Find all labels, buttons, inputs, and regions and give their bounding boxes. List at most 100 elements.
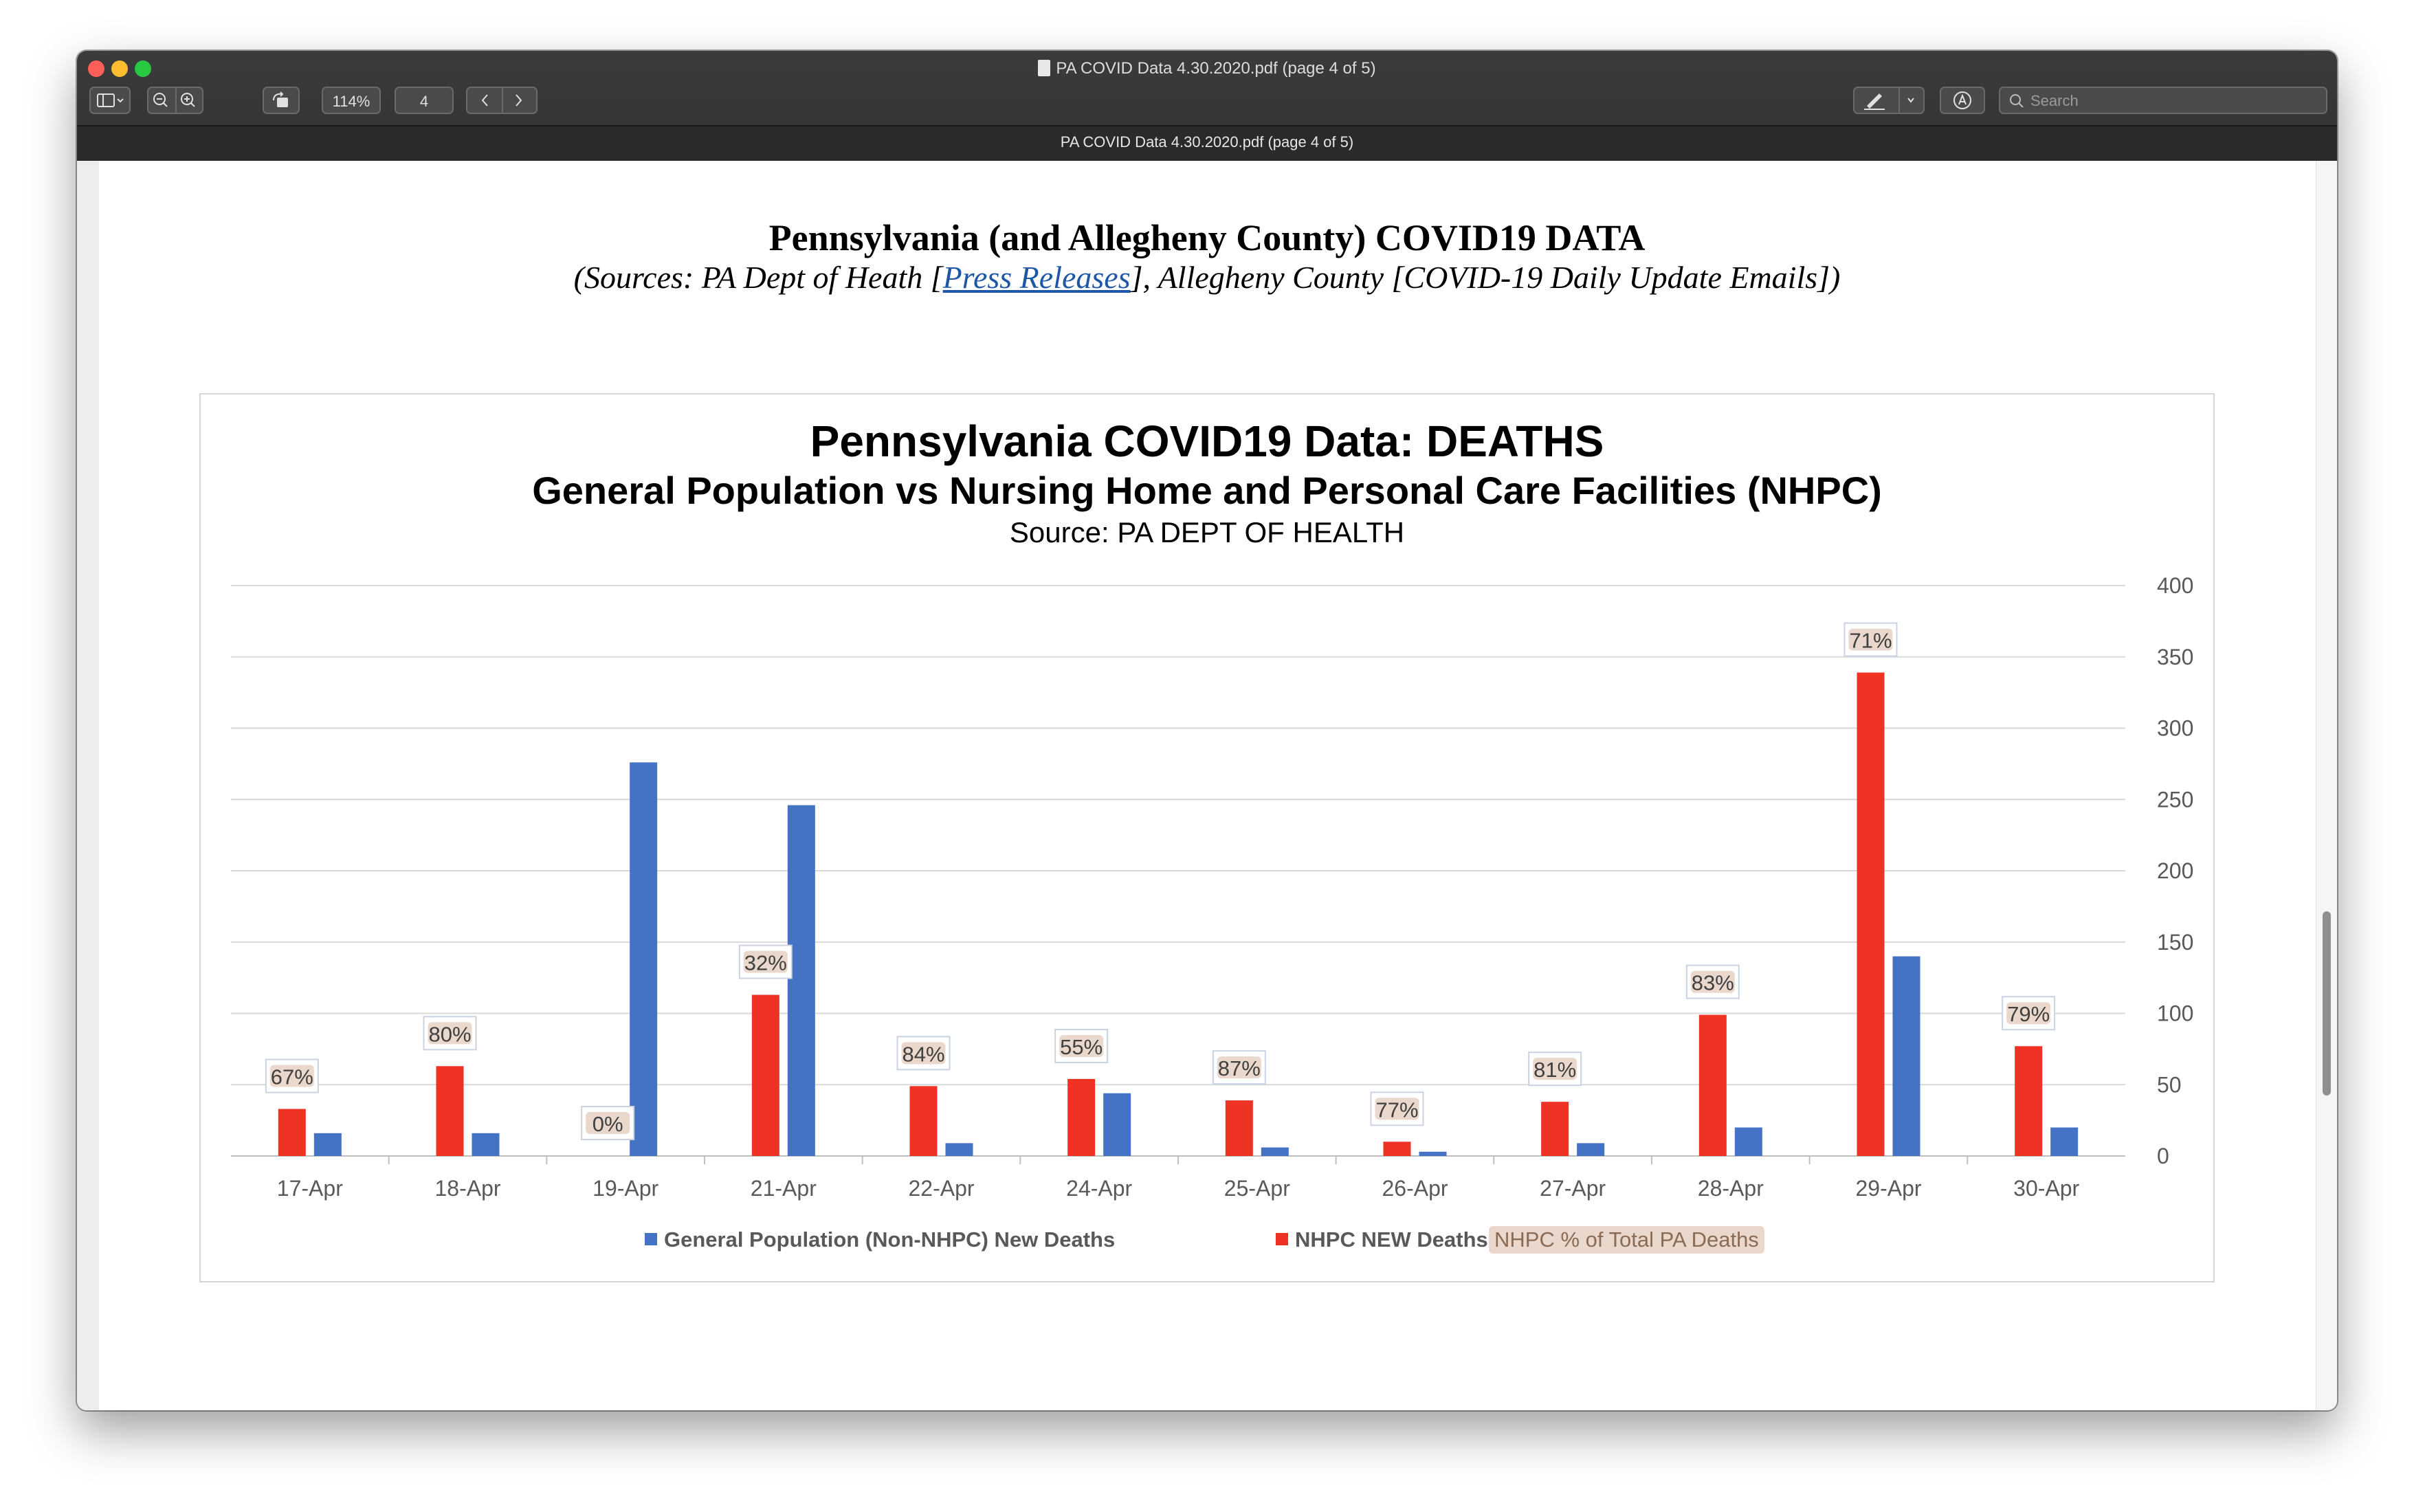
search-input[interactable]: Search — [1999, 87, 2327, 114]
legend-swatch-nhpc — [1276, 1232, 1288, 1245]
pdf-viewer-window: PA COVID Data 4.30.2020.pdf (page 4 of 5… — [77, 51, 2337, 1410]
y-tick-label: 250 — [2157, 787, 2193, 812]
general-population-bar — [1103, 1093, 1131, 1156]
tab-title: PA COVID Data 4.30.2020.pdf (page 4 of 5… — [1060, 133, 1354, 151]
sidebar-toggle-button[interactable] — [89, 87, 131, 114]
x-tick-label: 30-Apr — [2013, 1176, 2079, 1201]
zoom-controls — [147, 87, 203, 114]
page-sources-line: (Sources: PA Dept of Heath [Press Releas… — [77, 258, 2337, 297]
percent-label: 79% — [2007, 1002, 2050, 1026]
percent-label: 71% — [1849, 629, 1892, 653]
zoom-out-icon[interactable] — [153, 93, 168, 107]
minimize-window-button[interactable] — [111, 60, 128, 77]
page-navigation — [466, 87, 538, 114]
legend-nhpc-percent: NHPC % of Total PA Deaths — [1489, 1226, 1764, 1254]
percent-label: 80% — [428, 1022, 471, 1046]
chart-plot-area: 0 50 100 150 200 250 300 350 400 17-Apr 67% 18-Apr 8… — [231, 573, 2193, 1201]
markup-pen-icon — [1953, 91, 1971, 109]
x-tick-label: 17-Apr — [277, 1176, 343, 1201]
rotate-icon — [273, 91, 288, 107]
percent-label: 0% — [593, 1112, 623, 1136]
nhpc-bar — [1067, 1078, 1096, 1156]
percent-label-highlight — [1848, 628, 1893, 651]
nhpc-bar — [1541, 1102, 1569, 1156]
general-population-bar — [472, 1133, 500, 1156]
general-population-bar — [1577, 1143, 1605, 1156]
x-tick-label: 21-Apr — [751, 1176, 817, 1201]
close-window-button[interactable] — [88, 60, 104, 77]
x-tick-label: 29-Apr — [1855, 1176, 1921, 1201]
chart-title: Pennsylvania COVID19 Data: DEATHS — [810, 416, 1604, 466]
markup-divider — [1898, 87, 1900, 114]
percent-label-highlight — [901, 1042, 946, 1065]
percent-label-highlight — [269, 1065, 314, 1087]
general-population-bar — [313, 1133, 342, 1156]
x-tick-label: 22-Apr — [908, 1176, 974, 1201]
percent-label-highlight — [2006, 1002, 2051, 1025]
percent-label: 81% — [1533, 1058, 1576, 1082]
general-population-bar — [1734, 1127, 1762, 1156]
page-heading: Pennsylvania (and Allegheny County) COVI… — [768, 217, 1646, 258]
zoom-in-icon[interactable] — [181, 93, 195, 107]
legend-nhpc-label: NHPC NEW Deaths — [1295, 1227, 1488, 1252]
nhpc-bar — [1857, 672, 1885, 1156]
x-tick-label: 25-Apr — [1224, 1176, 1290, 1201]
chart-source: Source: PA DEPT OF HEALTH — [1009, 516, 1405, 548]
percent-label: 84% — [902, 1042, 944, 1066]
y-tick-label: 300 — [2157, 716, 2193, 741]
window-title-text: PA COVID Data 4.30.2020.pdf (page 4 of 5… — [1056, 59, 1376, 78]
zoom-level-field[interactable]: 114% — [322, 87, 381, 114]
percent-label: 87% — [1218, 1056, 1261, 1080]
deaths-chart: Pennsylvania COVID19 Data: DEATHS Genera… — [199, 393, 2215, 1282]
nhpc-bar — [278, 1109, 306, 1156]
percent-label-highlight — [1059, 1034, 1104, 1057]
highlight-pen-icon[interactable] — [1864, 93, 1885, 110]
nhpc-bar — [436, 1066, 464, 1156]
nhpc-bar — [1698, 1014, 1727, 1156]
percent-label-highlight — [586, 1112, 630, 1134]
percent-label-highlight — [428, 1022, 472, 1045]
next-page-icon[interactable] — [516, 94, 522, 107]
y-tick-label: 200 — [2157, 858, 2193, 883]
percent-label: 67% — [271, 1065, 313, 1089]
page-nav-icons — [481, 94, 522, 107]
legend-swatch-general — [645, 1232, 657, 1245]
percent-label-highlight — [1217, 1056, 1261, 1079]
y-tick-label: 400 — [2157, 573, 2193, 598]
vertical-scrollbar[interactable] — [2316, 161, 2337, 1410]
document-tab[interactable]: PA COVID Data 4.30.2020.pdf (page 4 of 5… — [77, 125, 2337, 161]
legend-general-population: General Population (Non-NHPC) New Deaths — [645, 1226, 1115, 1254]
window-title: PA COVID Data 4.30.2020.pdf (page 4 of 5… — [77, 56, 2337, 81]
search-placeholder: Search — [2030, 92, 2079, 109]
chevron-down-icon[interactable] — [1907, 98, 1914, 103]
x-tick-label: 28-Apr — [1698, 1176, 1764, 1201]
chart-subtitle: General Population vs Nursing Home and P… — [532, 469, 1882, 512]
scrollbar-thumb[interactable] — [2323, 911, 2331, 1096]
general-population-bar — [630, 762, 658, 1156]
markup-controls — [1853, 87, 1925, 114]
x-tick-label: 24-Apr — [1066, 1176, 1132, 1201]
general-population-bar — [945, 1143, 973, 1156]
nhpc-bar — [2015, 1046, 2043, 1156]
page-gutter — [77, 161, 99, 1410]
document-view[interactable]: Pennsylvania (and Allegheny County) COVI… — [77, 161, 2337, 1410]
markup-icons — [1864, 93, 1914, 110]
y-tick-label: 50 — [2157, 1072, 2182, 1097]
page-number-field[interactable]: 4 — [395, 87, 454, 114]
y-tick-label: 150 — [2157, 930, 2193, 955]
press-releases-link[interactable]: Press Releases — [942, 260, 1131, 295]
general-population-bar — [1419, 1151, 1447, 1156]
y-tick-label: 350 — [2157, 645, 2193, 669]
zoom-icons — [153, 93, 195, 107]
annotate-button[interactable] — [1940, 87, 1985, 114]
nhpc-bar — [751, 994, 779, 1156]
page-nav-divider — [502, 87, 503, 114]
rotate-button[interactable] — [263, 87, 300, 114]
legend-nhpc: NHPC NEW Deaths — [1276, 1226, 1488, 1254]
title-bar: PA COVID Data 4.30.2020.pdf (page 4 of 5… — [77, 51, 2337, 161]
nhpc-bar — [1225, 1100, 1253, 1156]
previous-page-icon[interactable] — [481, 94, 488, 107]
maximize-window-button[interactable] — [135, 60, 151, 77]
x-tick-label: 19-Apr — [593, 1176, 658, 1201]
pdf-document-icon — [1038, 59, 1051, 76]
